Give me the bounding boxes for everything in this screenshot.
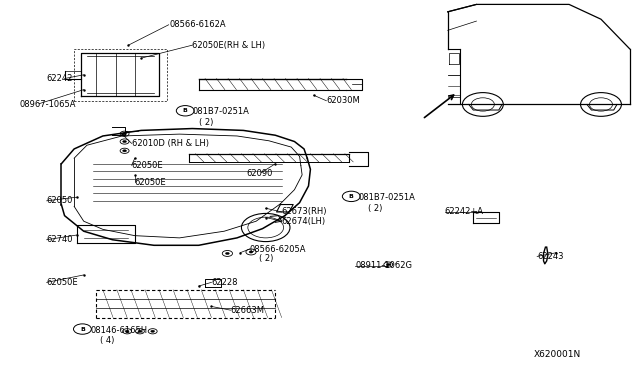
Circle shape: [138, 330, 142, 333]
Text: 62674(LH): 62674(LH): [282, 217, 326, 226]
Text: B: B: [80, 327, 85, 331]
Text: 08911-1062G: 08911-1062G: [355, 261, 412, 270]
Text: 62090: 62090: [246, 169, 273, 177]
Text: B: B: [183, 108, 188, 113]
Circle shape: [123, 140, 127, 142]
Circle shape: [123, 133, 127, 135]
Text: ( 2): ( 2): [259, 254, 274, 263]
Text: X620001N: X620001N: [534, 350, 581, 359]
Circle shape: [249, 251, 253, 253]
Text: 62228: 62228: [211, 278, 238, 287]
Text: 62050: 62050: [47, 196, 73, 205]
Circle shape: [387, 263, 390, 266]
Text: 62050E(RH & LH): 62050E(RH & LH): [192, 41, 266, 50]
Text: ( 4): ( 4): [100, 336, 114, 346]
Text: 62050E: 62050E: [47, 278, 78, 287]
Text: 62030M: 62030M: [326, 96, 360, 105]
Text: 62740: 62740: [47, 235, 73, 244]
Circle shape: [151, 330, 155, 333]
Circle shape: [123, 150, 127, 152]
Text: 62243: 62243: [537, 252, 564, 261]
Circle shape: [125, 330, 129, 333]
Text: 62242: 62242: [47, 74, 73, 83]
Text: 08566-6162A: 08566-6162A: [170, 20, 227, 29]
Text: 62242+A: 62242+A: [445, 208, 484, 217]
Text: 08967-1065A: 08967-1065A: [20, 100, 76, 109]
Text: 62673(RH): 62673(RH): [282, 208, 327, 217]
Text: 08146-6165H: 08146-6165H: [90, 326, 147, 335]
Text: ( 2): ( 2): [198, 119, 213, 128]
Text: 081B7-0251A: 081B7-0251A: [192, 108, 249, 116]
Text: 62050E: 62050E: [132, 161, 163, 170]
Text: 62663M: 62663M: [230, 306, 264, 315]
Text: ( 2): ( 2): [368, 204, 382, 213]
Text: 62050E: 62050E: [135, 178, 166, 187]
Text: 62010D (RH & LH): 62010D (RH & LH): [132, 139, 209, 148]
Text: B: B: [349, 194, 354, 199]
Text: 081B7-0251A: 081B7-0251A: [358, 193, 415, 202]
Text: 08566-6205A: 08566-6205A: [250, 244, 307, 253]
Circle shape: [225, 252, 229, 254]
